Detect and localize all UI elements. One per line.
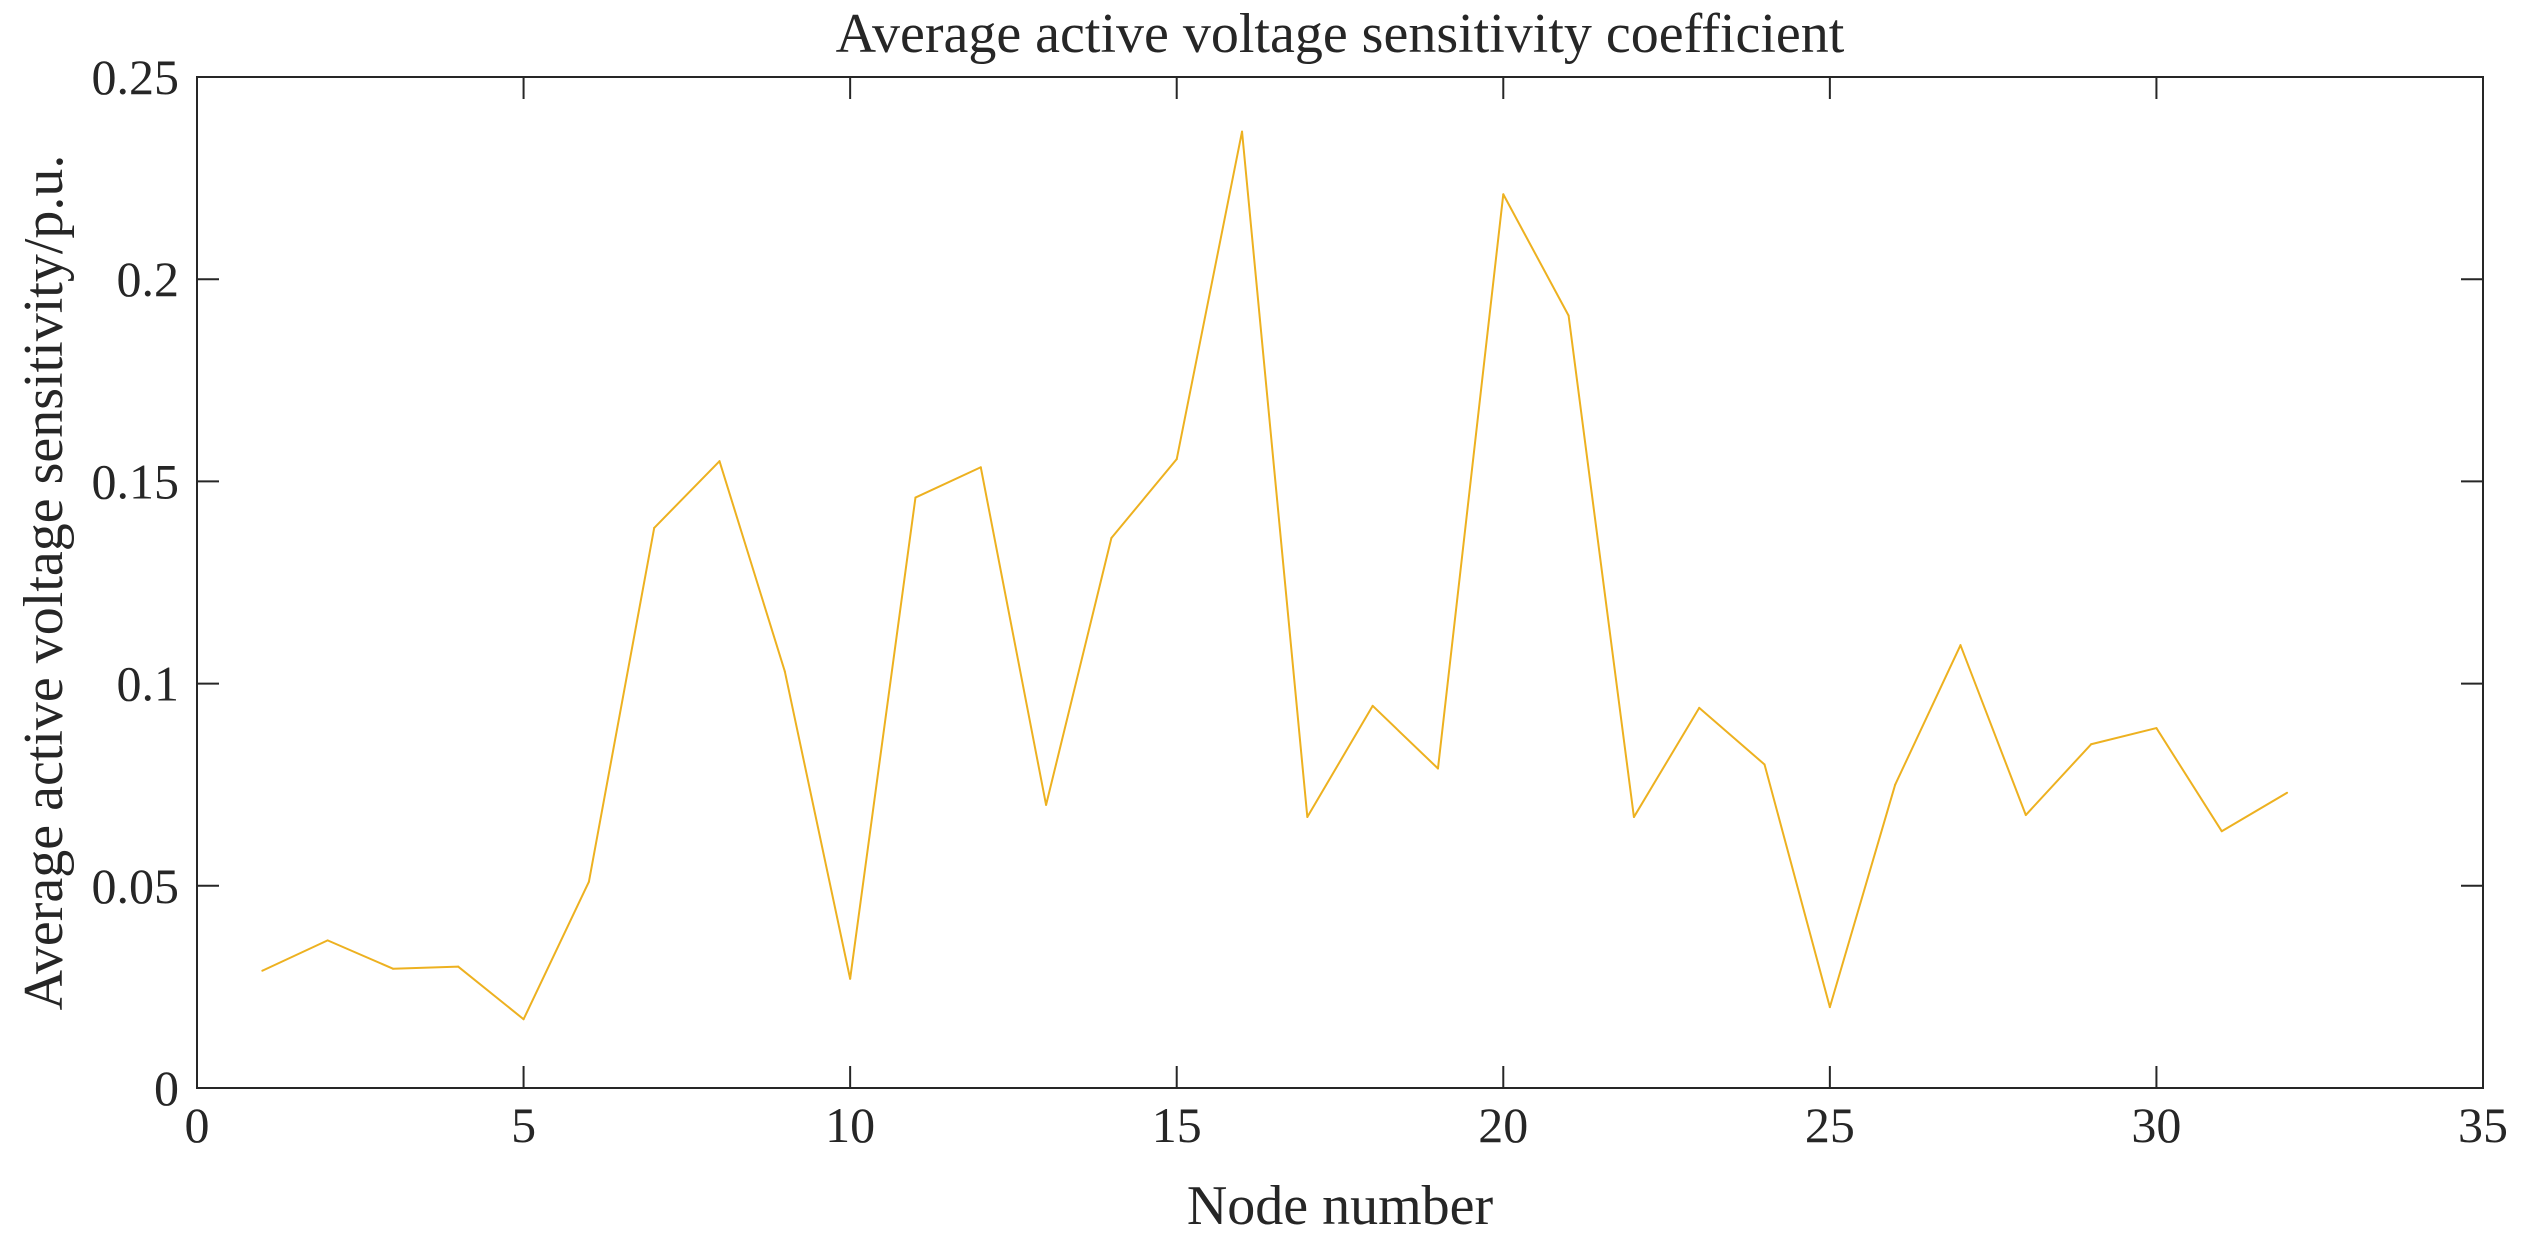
x-tick-label: 15	[1152, 1097, 1202, 1153]
data-point	[2024, 814, 2027, 817]
plot-frame	[196, 76, 2484, 1089]
data-point	[2090, 743, 2093, 746]
x-axis-title: Node number	[1187, 1175, 1494, 1237]
series-line	[261, 130, 2288, 1021]
tick-labels: 0 5 10 15 20 25 30 35 0 0.05 0.1 0.15 0.2 0.25	[92, 49, 2509, 1153]
data-point	[979, 466, 982, 469]
data-point	[653, 526, 656, 529]
x-tick-label: 20	[1478, 1097, 1528, 1153]
data-point	[326, 939, 329, 942]
y-tick-label: 0	[154, 1060, 179, 1116]
data-point	[1632, 816, 1635, 819]
data-point	[1959, 644, 1962, 647]
x-tick-label: 35	[2458, 1097, 2508, 1153]
data-point	[1502, 193, 1505, 196]
data-point	[1698, 706, 1701, 709]
data-point	[391, 967, 394, 970]
y-tick-label: 0.1	[117, 656, 180, 712]
data-point	[1241, 130, 1244, 133]
data-point	[1110, 537, 1113, 540]
data-point	[914, 496, 917, 499]
data-point	[1763, 763, 1766, 766]
data-point	[261, 969, 264, 972]
data-point	[2286, 791, 2289, 794]
data-series	[261, 130, 2289, 1021]
data-point	[783, 670, 786, 673]
data-point	[718, 460, 721, 463]
y-tick-label: 0.2	[117, 251, 180, 307]
data-point	[457, 965, 460, 968]
y-tick-label: 0.25	[92, 49, 180, 105]
data-point	[1175, 458, 1178, 461]
plot-area	[197, 77, 2483, 1088]
data-point	[587, 880, 590, 883]
data-point	[1306, 816, 1309, 819]
y-tick-label: 0.05	[92, 858, 180, 914]
data-point	[1828, 1006, 1831, 1009]
y-tick-label: 0.15	[92, 453, 180, 509]
data-point	[849, 977, 852, 980]
x-tick-label: 10	[825, 1097, 875, 1153]
data-point	[1894, 783, 1897, 786]
data-point	[1436, 767, 1439, 770]
data-point	[522, 1018, 525, 1021]
x-tick-label: 30	[2131, 1097, 2181, 1153]
x-tick-label: 0	[185, 1097, 210, 1153]
data-point	[2220, 830, 2223, 833]
data-point	[1567, 314, 1570, 317]
y-axis-title: Average active voltage sensitivity/p.u.	[13, 155, 75, 1011]
data-point	[1371, 704, 1374, 707]
x-tick-label: 25	[1805, 1097, 1855, 1153]
chart-title: Average active voltage sensitivity coeff…	[836, 3, 1845, 65]
data-point	[2155, 727, 2158, 730]
data-point	[1045, 803, 1048, 806]
x-tick-label: 5	[511, 1097, 536, 1153]
